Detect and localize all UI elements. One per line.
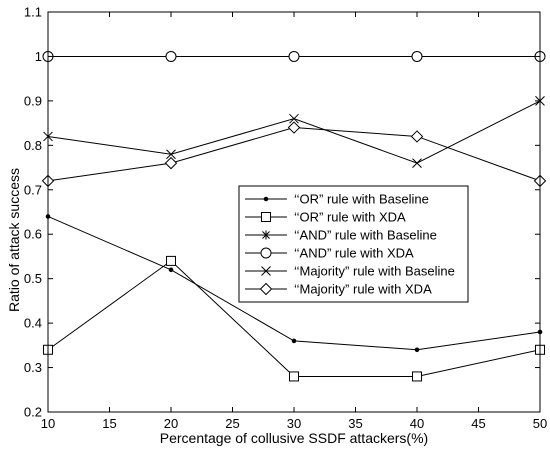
legend-label: ‘‘AND” rule with Baseline bbox=[294, 228, 437, 243]
x-tick-label: 35 bbox=[348, 416, 362, 431]
legend-box bbox=[238, 185, 469, 303]
legend-marker bbox=[261, 212, 271, 222]
plot-area bbox=[41, 50, 547, 382]
data-point bbox=[414, 347, 420, 353]
y-tick-label: 0.3 bbox=[24, 360, 42, 375]
legend-marker bbox=[263, 196, 269, 202]
legend-entry: ‘‘Majority” rule with Baseline bbox=[245, 264, 455, 279]
legend-label: ‘‘Majority” rule with Baseline bbox=[294, 264, 455, 279]
data-point bbox=[289, 371, 299, 382]
legend-marker bbox=[259, 282, 273, 296]
legend-entry: ‘‘Majority” rule with XDA bbox=[245, 282, 432, 297]
data-point bbox=[287, 121, 301, 134]
legend-label: ‘‘Majority” rule with XDA bbox=[294, 282, 432, 297]
y-tick-label: 0.4 bbox=[24, 316, 42, 331]
x-tick-label: 30 bbox=[287, 416, 301, 431]
x-tick-label: 40 bbox=[410, 416, 424, 431]
legend-label: ‘‘OR” rule with XDA bbox=[294, 210, 406, 225]
legend-entry: ‘‘OR” rule with XDA bbox=[245, 210, 406, 225]
y-tick-label: 1 bbox=[35, 49, 42, 64]
data-point bbox=[165, 50, 177, 62]
y-tick-label: 0.5 bbox=[24, 271, 42, 286]
series-4 bbox=[43, 96, 545, 168]
y-tick-label: 0.6 bbox=[24, 227, 42, 242]
x-tick-label: 25 bbox=[225, 416, 239, 431]
legend-entry: ‘‘AND” rule with XDA bbox=[245, 246, 414, 261]
data-point bbox=[410, 130, 424, 143]
y-tick-label: 1.1 bbox=[24, 5, 42, 20]
y-tick-label: 0.8 bbox=[24, 138, 42, 153]
legend-entry: ‘‘AND” rule with Baseline bbox=[245, 228, 437, 243]
series-3 bbox=[42, 50, 546, 62]
data-point bbox=[289, 113, 299, 124]
x-tick-label: 50 bbox=[533, 416, 547, 431]
data-point bbox=[411, 50, 423, 62]
y-tick-label: 0.2 bbox=[24, 405, 42, 420]
legend-entry: ‘‘OR” rule with Baseline bbox=[245, 192, 429, 207]
data-point bbox=[291, 338, 297, 344]
data-point bbox=[166, 255, 176, 266]
axes: 10 15 20 25 30 35 40 45 50 0.2 0.3 0.4 0.5 0.6 0.7 0.8 0… bbox=[24, 5, 547, 432]
legend: ‘‘OR” rule with Baseline ‘‘OR” rule with … bbox=[238, 185, 469, 303]
series-0 bbox=[45, 214, 543, 353]
legend-label: ‘‘AND” rule with XDA bbox=[294, 246, 414, 261]
data-point bbox=[412, 371, 422, 382]
legend-marker bbox=[261, 266, 271, 276]
x-tick-label: 20 bbox=[164, 416, 178, 431]
data-point bbox=[164, 156, 178, 170]
x-tick-label: 45 bbox=[471, 416, 485, 431]
data-point bbox=[168, 267, 174, 273]
y-tick-label: 0.9 bbox=[24, 93, 42, 108]
legend-marker bbox=[260, 247, 272, 259]
y-axis-title: Ratio of attack success bbox=[6, 168, 22, 312]
data-point bbox=[166, 149, 176, 160]
x-tick-label: 10 bbox=[41, 416, 55, 431]
y-tick-label: 0.7 bbox=[24, 182, 42, 197]
data-point bbox=[412, 158, 422, 168]
legend-label: ‘‘OR” rule with Baseline bbox=[294, 192, 429, 207]
x-tick-label: 15 bbox=[102, 416, 116, 431]
data-point bbox=[288, 50, 300, 62]
legend-marker bbox=[261, 230, 271, 240]
x-axis-title: Percentage of collusive SSDF attackers(%… bbox=[160, 430, 428, 446]
